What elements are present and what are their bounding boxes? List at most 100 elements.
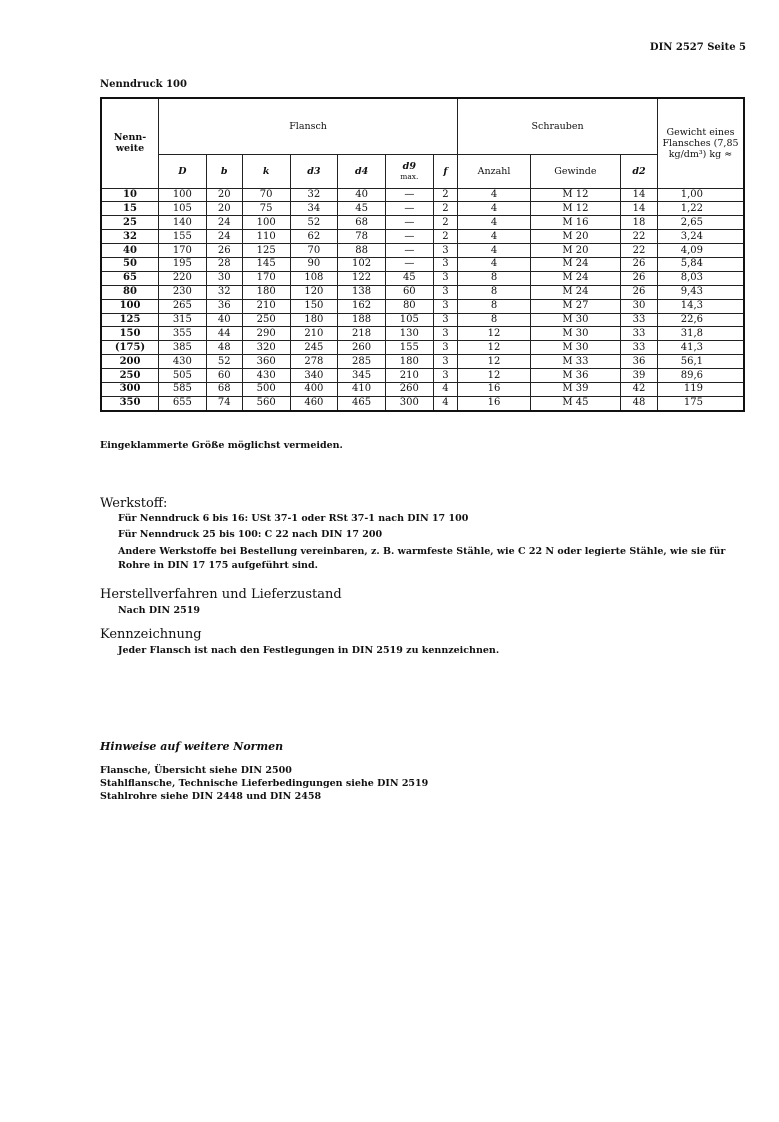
- table-row: 65 220 30 170 108 122 45 3 8 M 24 26 8,03: [100, 270, 745, 286]
- column-label: d4: [354, 165, 369, 177]
- werkstoff-line: Rohre in DIN 17 175 aufgeführt sind.: [118, 560, 318, 571]
- table-cell: 31,8: [657, 326, 745, 342]
- table-cell: 56,1: [657, 354, 745, 370]
- table-cell: 560: [241, 395, 291, 412]
- herstell-text: Nach DIN 2519: [118, 605, 200, 616]
- header-schrauben: Schrauben: [457, 97, 658, 155]
- table-cell: 180: [289, 312, 339, 328]
- column-header-d4: d4: [337, 153, 386, 189]
- table-cell: 20: [205, 201, 243, 217]
- table-cell: 1,00: [657, 187, 745, 203]
- table-cell: 26: [619, 270, 659, 286]
- table-cell: 1,22: [657, 201, 745, 217]
- table-cell: 18: [619, 215, 659, 231]
- table-cell: 40: [337, 187, 386, 203]
- werkstoff-line: Für Nenndruck 6 bis 16: USt 37-1 oder RS…: [118, 513, 469, 524]
- table-cell: M 16: [529, 215, 621, 231]
- table-row: 300 585 68 500 400 410 260 4 16 M 39 42 119: [100, 381, 745, 397]
- table-cell: 2: [432, 215, 459, 231]
- table-cell: 218: [337, 326, 386, 342]
- table-cell: 68: [205, 381, 243, 397]
- table-cell: 88: [337, 243, 386, 258]
- page-reference: DIN 2527 Seite 5: [649, 42, 746, 53]
- table-cell: 250: [241, 312, 291, 328]
- table-cell: 385: [158, 340, 207, 356]
- table-cell: 33: [619, 312, 659, 328]
- table-cell: 430: [158, 354, 207, 370]
- table-cell: 74: [205, 395, 243, 412]
- header-nennweite: Nenn- weite: [100, 97, 159, 189]
- table-cell: 45: [384, 270, 434, 286]
- table-row: 25 140 24 100 52 68—2 4 M 16 18 2,65: [100, 215, 745, 231]
- hinweis-line: Stahlflansche, Technische Lieferbedingun…: [100, 778, 429, 789]
- table-cell: 90: [289, 256, 339, 272]
- table-cell: 100: [241, 215, 291, 231]
- table-cell: 3: [432, 326, 459, 342]
- table-cell: 175: [657, 395, 745, 412]
- table-cell: 16: [457, 395, 531, 412]
- table-cell: 48: [205, 340, 243, 356]
- kennzeichnung-title: Kennzeichnung: [100, 627, 202, 642]
- table-cell: 4: [432, 395, 459, 412]
- table-cell: 3,24: [657, 229, 745, 245]
- table-cell: 14: [619, 187, 659, 203]
- column-header-d: D: [158, 153, 207, 189]
- table-row: 150 355 44 290 210 218 130 3 12 M 30 33 31,8: [100, 326, 745, 342]
- table-cell: 30: [205, 270, 243, 286]
- table-cell: 100: [100, 298, 159, 314]
- table-cell: 188: [337, 312, 386, 328]
- table-cell: 155: [384, 340, 434, 356]
- werkstoff-line: Für Nenndruck 25 bis 100: C 22 nach DIN …: [118, 529, 383, 540]
- table-cell: 8: [457, 284, 531, 300]
- table-cell: 80: [384, 298, 434, 314]
- table-cell: 44: [205, 326, 243, 342]
- column-header-d2: d2: [619, 153, 659, 189]
- table-cell: (175): [100, 340, 159, 356]
- table-cell: 8: [457, 270, 531, 286]
- table-cell: 24: [205, 229, 243, 245]
- table-cell: M 24: [529, 270, 621, 286]
- table-cell: 2: [432, 187, 459, 203]
- table-cell: 200: [100, 354, 159, 370]
- table-cell: 195: [158, 256, 207, 272]
- table-cell: 4: [457, 201, 531, 217]
- kennzeichnung-text: Jeder Flansch ist nach den Festlegungen …: [118, 645, 500, 656]
- table-cell: 60: [205, 368, 243, 383]
- table-cell: 4: [457, 215, 531, 231]
- table-cell: 300: [100, 381, 159, 397]
- section-title: Nenndruck 100: [100, 79, 187, 90]
- column-header-gewinde: Gewinde: [529, 153, 621, 189]
- table-cell: 2,65: [657, 215, 745, 231]
- werkstoff-line: Andere Werkstoffe bei Bestellung vereinb…: [118, 546, 726, 557]
- table-cell: 4: [457, 256, 531, 272]
- table-cell: 500: [241, 381, 291, 397]
- table-cell: 8,03: [657, 270, 745, 286]
- table-cell: —: [384, 201, 434, 217]
- column-header-d3: d3: [289, 153, 339, 189]
- table-row: 100 265 36 210 150 162 80 3 8 M 27 30 14,3: [100, 298, 745, 314]
- table-cell: M 24: [529, 284, 621, 300]
- table-cell: M 30: [529, 340, 621, 356]
- table-cell: 410: [337, 381, 386, 397]
- table-cell: —: [384, 229, 434, 245]
- table-cell: 22,6: [657, 312, 745, 328]
- table-cell: 34: [289, 201, 339, 217]
- table-cell: 125: [100, 312, 159, 328]
- table-cell: 36: [205, 298, 243, 314]
- column-label: D: [178, 165, 187, 177]
- table-cell: 15: [100, 201, 159, 217]
- table-cell: 60: [384, 284, 434, 300]
- column-label: Gewinde: [554, 165, 597, 177]
- table-cell: M 33: [529, 354, 621, 370]
- table-cell: 2: [432, 201, 459, 217]
- table-cell: 42: [619, 381, 659, 397]
- table-cell: 25: [100, 215, 159, 231]
- table-cell: 315: [158, 312, 207, 328]
- table-cell: —: [384, 187, 434, 203]
- table-cell: 32: [205, 284, 243, 300]
- table-cell: 105: [384, 312, 434, 328]
- table-cell: 655: [158, 395, 207, 412]
- table-cell: 120: [289, 284, 339, 300]
- table-cell: 33: [619, 326, 659, 342]
- header-flansch: Flansch: [157, 97, 459, 155]
